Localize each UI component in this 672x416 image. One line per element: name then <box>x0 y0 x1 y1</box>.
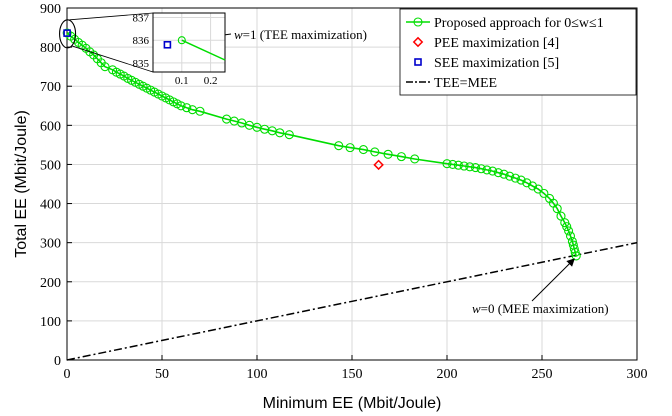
proposed-point <box>527 181 538 191</box>
inset-y-tick-label: 837 <box>133 13 150 25</box>
annotation-tee-var: w <box>234 27 243 42</box>
proposed-point <box>100 62 110 72</box>
proposed-point <box>182 103 192 113</box>
annotation-mee: w=0 (MEE maximization) <box>472 301 609 316</box>
y-tick-label: 800 <box>40 41 61 56</box>
x-axis-ticks: 0 50 100 150 200 250 300 <box>64 355 648 382</box>
inset-see-point <box>163 40 172 49</box>
inset-x-tick-label: 0.2 <box>204 75 218 87</box>
inset-y-tick-label: 835 <box>133 58 150 70</box>
legend-swatch-marker <box>414 58 422 66</box>
proposed-point <box>569 244 579 254</box>
proposed-point <box>539 188 549 198</box>
proposed-point <box>448 159 458 169</box>
proposed-point <box>396 152 406 162</box>
inset-x-tick-label: 0.1 <box>175 75 189 87</box>
x-tick-label: 50 <box>155 367 169 382</box>
proposed-point <box>552 204 562 214</box>
x-tick-label: 250 <box>532 367 553 382</box>
annotation-mee-label: =0 (MEE maximization) <box>481 301 609 316</box>
y-tick-label: 200 <box>40 276 61 291</box>
proposed-point <box>176 101 186 111</box>
proposed-point <box>442 159 452 169</box>
inset-connector-bottom <box>71 45 154 73</box>
legend-label: PEE maximization [4] <box>434 36 559 51</box>
proposed-point <box>410 154 420 164</box>
annotation-tee-label: =1 (TEE maximization) <box>243 27 367 42</box>
y-tick-label: 0 <box>54 354 61 369</box>
series-line-tee-mee <box>66 241 638 361</box>
y-axis-title: Total EE (Mbit/Joule) <box>13 110 30 258</box>
proposed-point <box>570 247 580 257</box>
proposed-point <box>516 175 526 185</box>
see-point <box>63 29 71 37</box>
proposed-point <box>345 143 355 153</box>
x-tick-label: 0 <box>64 367 71 382</box>
y-tick-label: 300 <box>40 237 61 252</box>
proposed-point <box>562 222 572 232</box>
proposed-point <box>482 165 492 175</box>
proposed-point <box>493 168 503 178</box>
zoom-inset: 0.1 0.2 837 836 835 <box>59 12 226 87</box>
proposed-point <box>510 173 520 183</box>
proposed-point <box>556 211 566 221</box>
series-markers <box>62 28 581 261</box>
y-tick-label: 100 <box>40 315 61 330</box>
y-tick-label: 400 <box>40 198 61 213</box>
proposed-point <box>383 149 393 159</box>
proposed-point <box>370 147 380 157</box>
proposed-point <box>571 251 581 261</box>
inset-connector-top <box>69 12 154 21</box>
proposed-point <box>476 164 486 174</box>
legend-box <box>399 8 637 96</box>
proposed-point <box>565 231 576 241</box>
y-axis-ticks: 0 100 200 300 400 500 600 700 800 900 <box>40 2 72 369</box>
annotation-mee-var: w <box>472 301 481 316</box>
legend-label: SEE maximization [5] <box>434 56 559 71</box>
proposed-point <box>564 226 574 236</box>
annotations: w=1 (TEE maximization)w=0 (MEE maximizat… <box>184 27 609 316</box>
proposed-point <box>505 171 515 181</box>
legend-swatch-marker <box>413 17 423 27</box>
annotation-arrow-mee <box>531 258 575 302</box>
y-tick-label: 700 <box>40 80 61 95</box>
inset-y-tick-label: 836 <box>133 35 150 47</box>
proposed-point <box>470 163 481 173</box>
proposed-point <box>358 145 368 155</box>
x-tick-label: 150 <box>342 367 363 382</box>
proposed-point <box>334 141 344 151</box>
x-tick-label: 300 <box>627 367 648 382</box>
proposed-point <box>275 128 285 138</box>
inset-proposed-point <box>177 36 186 45</box>
proposed-point <box>195 106 205 116</box>
x-tick-label: 200 <box>437 367 458 382</box>
annotation-tee: w=1 (TEE maximization) <box>234 27 367 42</box>
x-axis-title: Minimum EE (Mbit/Joule) <box>263 395 442 412</box>
proposed-point <box>533 184 543 194</box>
proposed-point <box>453 160 463 170</box>
proposed-point <box>284 130 294 140</box>
inset-border <box>152 12 226 73</box>
legend-swatch-marker <box>412 36 424 48</box>
proposed-point <box>499 169 509 179</box>
proposed-point <box>465 162 475 172</box>
proposed-point <box>459 161 469 171</box>
x-tick-label: 100 <box>247 367 268 382</box>
legend: Proposed approach for 0≤w≤1 PEE maximizat… <box>399 8 637 96</box>
y-tick-label: 900 <box>40 2 61 17</box>
proposed-point <box>522 178 532 188</box>
zoom-ellipse <box>59 19 77 49</box>
y-tick-label: 500 <box>40 158 61 173</box>
proposed-point <box>488 166 498 176</box>
inset-proposed-line <box>181 39 226 61</box>
legend-label: Proposed approach for 0≤w≤1 <box>434 16 604 31</box>
legend-label: TEE=MEE <box>434 76 497 91</box>
pee-point <box>373 159 384 171</box>
y-tick-label: 600 <box>40 119 61 134</box>
